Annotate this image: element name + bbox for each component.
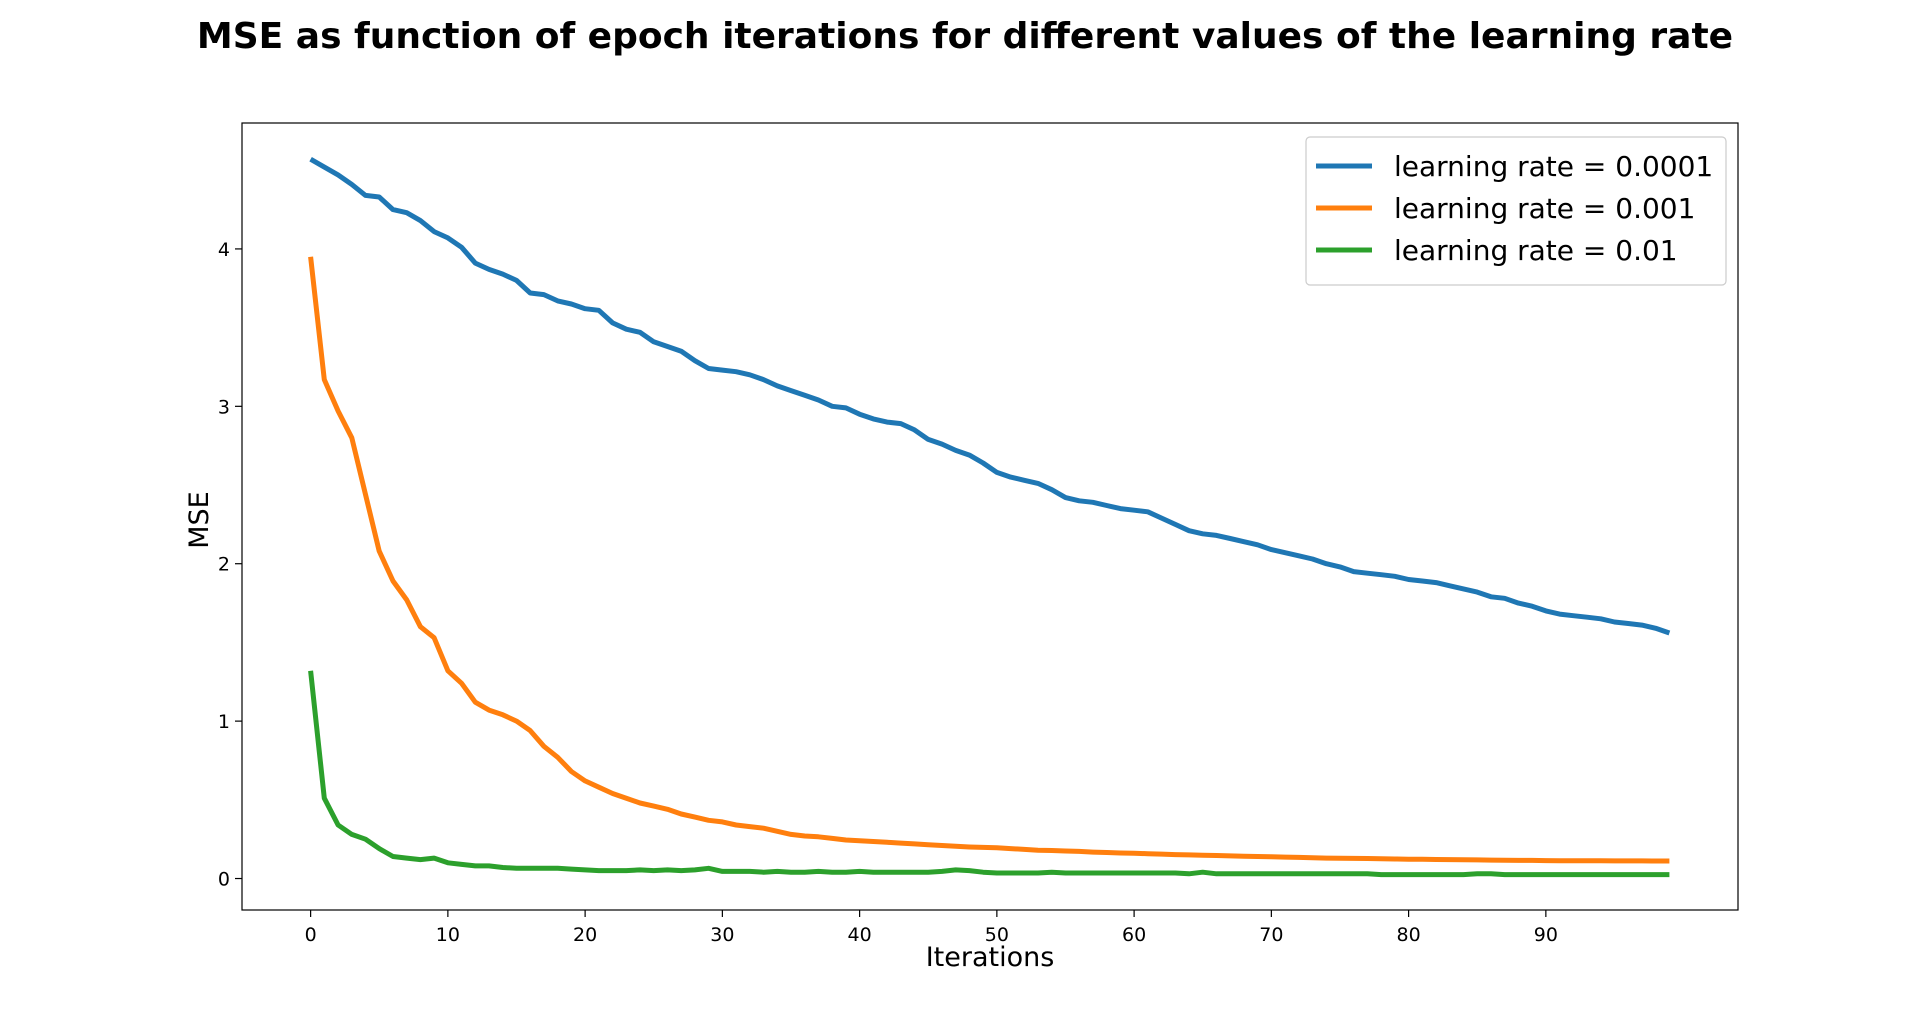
x-tick-label: 20	[573, 924, 597, 946]
legend-label-3: learning rate = 0.01	[1394, 234, 1678, 267]
x-tick-label: 70	[1259, 924, 1283, 946]
y-tick-label: 2	[218, 554, 230, 576]
series-line-2	[308, 256, 1670, 864]
y-tick-label: 4	[218, 239, 230, 261]
y-tick-label: 0	[218, 869, 230, 891]
legend: learning rate = 0.0001 learning rate = 0.…	[1305, 136, 1727, 286]
y-tick-label: 3	[218, 396, 230, 418]
series-line-3	[308, 670, 1670, 878]
x-axis-ticks: 0 10 20 30 40 50 60 70 80 90	[305, 910, 1558, 946]
chart-title: MSE as function of epoch iterations for …	[197, 16, 1733, 57]
x-tick-label: 60	[1122, 924, 1146, 946]
legend-label-2: learning rate = 0.001	[1394, 192, 1695, 225]
x-tick-label: 40	[848, 924, 872, 946]
series-line-1	[309, 157, 1671, 636]
x-tick-label: 80	[1397, 924, 1421, 946]
x-tick-label: 30	[710, 924, 734, 946]
legend-box	[1305, 136, 1727, 286]
x-tick-label: 10	[436, 924, 460, 946]
series-lines	[308, 157, 1671, 878]
x-tick-label: 0	[305, 924, 317, 946]
x-tick-label: 50	[985, 924, 1009, 946]
x-axis-label: Iterations	[926, 942, 1055, 973]
x-tick-label: 90	[1534, 924, 1558, 946]
legend-label-1: learning rate = 0.0001	[1394, 150, 1713, 183]
plot-area	[241, 122, 1739, 911]
y-tick-label: 1	[218, 711, 230, 733]
plot-frame	[241, 122, 1739, 911]
y-axis-ticks: 0 1 2 3 4	[218, 239, 242, 891]
y-axis-label: MSE	[184, 491, 215, 549]
